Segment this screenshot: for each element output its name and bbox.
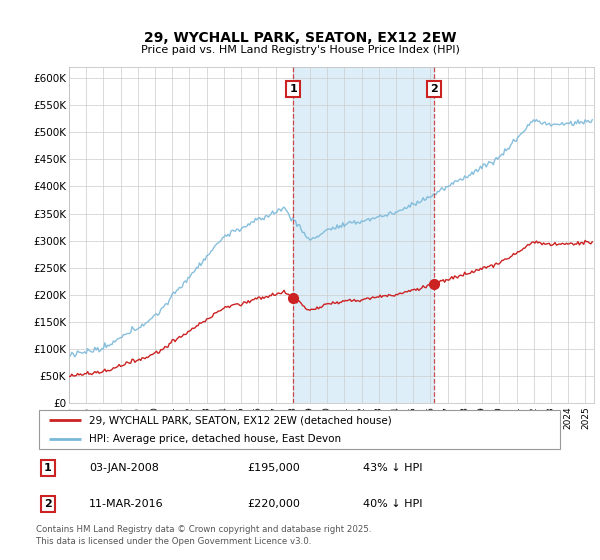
Text: Contains HM Land Registry data © Crown copyright and database right 2025.: Contains HM Land Registry data © Crown c… [36,525,371,534]
Text: 40% ↓ HPI: 40% ↓ HPI [364,499,423,509]
Text: £220,000: £220,000 [247,499,300,509]
Text: 2: 2 [44,499,52,509]
Bar [293,67,434,403]
Text: 29, WYCHALL PARK, SEATON, EX12 2EW: 29, WYCHALL PARK, SEATON, EX12 2EW [144,31,456,45]
Text: 43% ↓ HPI: 43% ↓ HPI [364,463,423,473]
Text: This data is licensed under the Open Government Licence v3.0.: This data is licensed under the Open Gov… [36,538,311,547]
Text: £195,000: £195,000 [247,463,300,473]
Text: 1: 1 [44,463,52,473]
Text: HPI: Average price, detached house, East Devon: HPI: Average price, detached house, East… [89,435,341,445]
Text: Price paid vs. HM Land Registry's House Price Index (HPI): Price paid vs. HM Land Registry's House … [140,45,460,55]
Text: 29, WYCHALL PARK, SEATON, EX12 2EW (detached house): 29, WYCHALL PARK, SEATON, EX12 2EW (deta… [89,415,392,425]
Text: 1: 1 [289,84,297,94]
Text: 11-MAR-2016: 11-MAR-2016 [89,499,163,509]
FancyBboxPatch shape [38,410,560,449]
Text: 03-JAN-2008: 03-JAN-2008 [89,463,158,473]
Text: 2: 2 [430,84,438,94]
